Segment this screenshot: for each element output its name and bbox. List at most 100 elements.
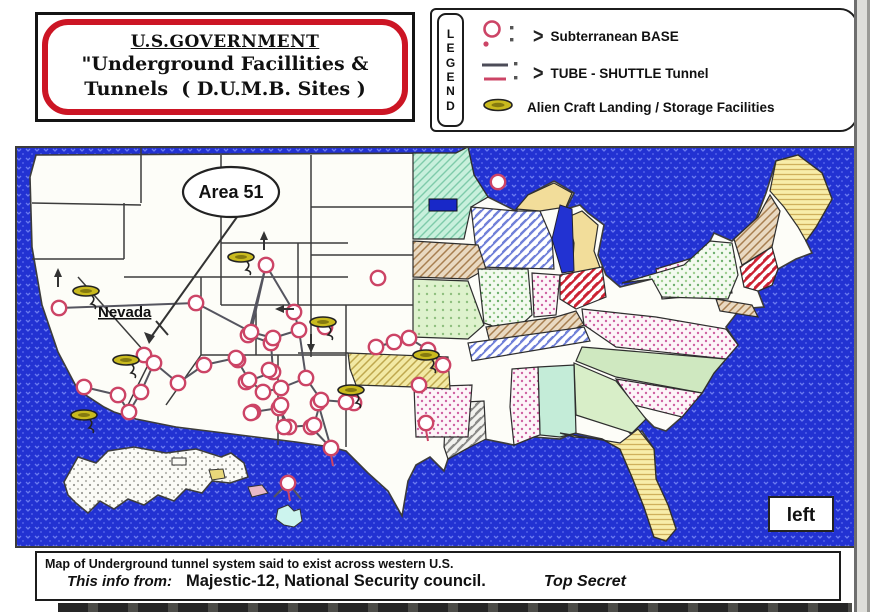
base-marker [242,323,260,341]
area51-callout [181,165,281,219]
title-line3: Tunnels ( D.U.M.B. Sites ) [84,78,366,100]
alien-craft-icon [480,95,520,120]
tunnel-line [265,264,295,313]
left-box[interactable]: left [768,496,834,532]
state-maryland [715,298,760,318]
tunnel-line [58,302,197,309]
state-tennessee [467,326,591,362]
base-marker [120,403,138,421]
ufo-dome [235,255,247,259]
legend-gt-icon: > [533,24,544,49]
base-marker [260,361,278,379]
ufo-dome [78,413,90,417]
legend-letter: N [446,84,455,99]
base-marker [145,354,163,372]
state-virginia [581,308,739,360]
state-maine [769,154,833,243]
base-marker [132,383,150,401]
base-marker [254,383,272,401]
ufo-squiggle [326,326,334,341]
ufo-marker [70,409,98,434]
title-line1: U.S.GOVERNMENT [130,32,320,53]
base-tail [330,454,334,467]
ufo-dome [80,289,92,293]
base-marker [169,374,187,392]
legend-row-base: > Subterranean BASE [480,20,852,53]
base-marker [187,294,205,312]
base-marker [410,376,428,394]
base-marker [297,369,315,387]
caption-line2: This info from: Majestic-12, National Se… [45,572,829,591]
base-marker [312,391,330,409]
tube-shuttle-icon [480,57,526,90]
title-red-frame: U.S.GOVERNMENT "Underground Facillities … [42,19,408,115]
legend-letter: L [446,26,455,41]
legend-gt-icon: > [533,61,544,86]
base-marker [50,299,68,317]
base-marker [285,303,303,321]
base-marker [489,173,507,191]
state-massachusetts [739,246,779,292]
arrow-head [260,231,268,240]
legend-label-tunnel: TUBE - SHUTTLE Tunnel [550,66,709,82]
ufo-marker [309,316,337,341]
ufo-squiggle [244,261,252,276]
state-alabama [537,364,577,438]
state-mississippi [509,366,541,446]
title-line2: "Underground Facillities & [81,53,369,76]
base-marker [305,416,323,434]
base-marker [264,329,282,347]
legend-row-alien: Alien Craft Landing / Storage Facilities [480,95,852,120]
nevada-arrow [155,320,169,336]
ufo-dome [345,388,357,392]
island-hawaii [247,484,269,498]
nevada-label: Nevada [98,304,152,321]
us-map-svg: Area 51 Nevada left [15,145,858,548]
state-vermont-nh [733,193,781,266]
window-bottom-strip [58,603,852,612]
state-indiana [531,272,561,318]
base-marker [337,393,355,411]
arrow-head [54,268,62,277]
caption-line1: Map of Underground tunnel system said to… [45,557,454,571]
window-right-edge [854,0,870,612]
subterranean-base-icon [480,20,526,53]
base-marker [400,329,418,347]
area51-label: Area 51 [198,182,263,202]
legend-row-tunnel: > TUBE - SHUTTLE Tunnel [480,57,852,90]
base-marker [290,321,308,339]
caption-stamp: Top Secret [543,573,626,590]
state-new-york [621,240,739,300]
ufo-dome [317,320,329,324]
base-marker [385,333,403,351]
arrow-head [275,305,284,313]
tunnel-line [195,302,252,333]
state-minnesota [412,146,489,240]
base-marker [369,269,387,287]
legend-items: > Subterranean BASE > TUBE - SHUTTLE Tun… [476,10,856,130]
state-ohio [559,266,607,310]
ufo-marker [337,384,365,409]
caption-box: Map of Underground tunnel system said to… [35,551,841,601]
ufo-dome [420,353,432,357]
legend-letter: E [446,41,455,56]
caption-from-label: This info from: [67,573,172,590]
left-box-label: left [787,505,816,526]
arrow-marker [54,268,62,287]
state-florida [559,428,677,542]
alaska [63,446,249,515]
ufo-marker [72,285,100,310]
ufo-squiggle [354,394,362,409]
base-marker [279,474,297,492]
base-marker [434,356,452,374]
legend-label-base: Subterranean BASE [550,29,679,45]
legend-letter: G [445,55,456,70]
base-tail [425,429,429,442]
ufo-dome [120,358,132,362]
state-border [31,202,142,206]
tunnel-line [247,264,267,336]
area51-pointer-head [144,332,155,344]
